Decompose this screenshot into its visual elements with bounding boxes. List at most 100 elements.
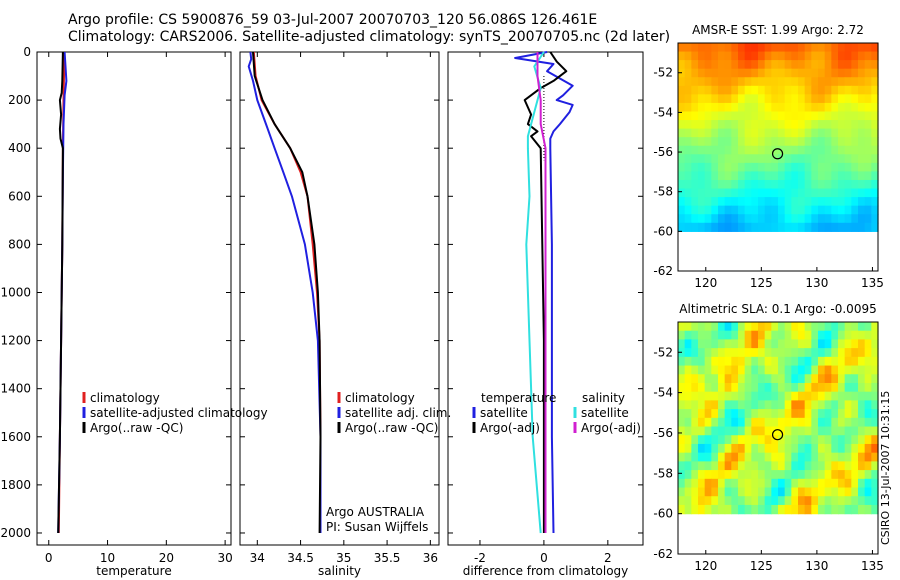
sst-heatmap-cell xyxy=(771,214,779,224)
sla-heatmap-cell xyxy=(844,382,852,393)
sla-heatmap-cell xyxy=(851,470,859,480)
sla-heatmap-cell xyxy=(738,391,746,401)
sst-heatmap-cell xyxy=(851,111,859,121)
sla-heatmap-cell xyxy=(691,496,699,506)
sst-heatmap-cell xyxy=(831,111,839,121)
sla-heatmap-cell xyxy=(711,374,719,384)
sla-heatmap-cell xyxy=(838,496,846,506)
sla-heatmap-cell xyxy=(738,409,746,419)
sla-heatmap-cell xyxy=(718,443,726,454)
sla-heatmap-cell xyxy=(764,478,772,489)
sla-heatmap-cell xyxy=(751,330,759,341)
sst-heatmap-cell xyxy=(678,102,686,113)
sst-heatmap-cell xyxy=(758,214,766,224)
temperature-ytick-label: 1200 xyxy=(0,334,31,348)
sst-heatmap-cell xyxy=(724,60,732,70)
sla-heatmap-cell xyxy=(771,374,779,384)
sla-heatmap-cell xyxy=(771,400,779,410)
sla-heatmap-cell xyxy=(751,382,759,393)
sst-heatmap-cell xyxy=(771,68,779,78)
sla-heatmap-cell xyxy=(871,409,879,419)
sst-heatmap-cell xyxy=(858,60,866,70)
sst-heatmap-cell xyxy=(684,214,692,224)
sst-heatmap-cell xyxy=(691,60,699,70)
sst-heatmap-cell xyxy=(678,77,686,87)
sst-heatmap-cell xyxy=(771,94,779,104)
sst-heatmap-cell xyxy=(791,111,799,121)
sla-heatmap-cell xyxy=(798,391,806,401)
sla-heatmap-cell xyxy=(724,417,732,428)
sla-heatmap-cell xyxy=(758,365,766,375)
sst-heatmap-cell xyxy=(818,77,826,87)
sla-heatmap-cell xyxy=(691,461,699,471)
sst-heatmap-cell xyxy=(744,77,752,87)
sst-heatmap-cell xyxy=(831,179,839,190)
sla-heatmap-cell xyxy=(764,470,772,480)
sla-heatmap-cell xyxy=(764,365,772,375)
sla-heatmap-cell xyxy=(798,348,806,358)
sst-heatmap-cell xyxy=(718,111,726,121)
sla-heatmap-cell xyxy=(711,417,719,428)
sla-heatmap-cell xyxy=(751,504,759,515)
sla-heatmap-cell xyxy=(678,504,686,515)
sst-heatmap-cell xyxy=(751,197,759,207)
sla-heatmap-cell xyxy=(738,443,746,454)
sst-heatmap-cell xyxy=(691,68,699,78)
sst-heatmap-cell xyxy=(691,94,699,104)
sst-heatmap-cell xyxy=(718,197,726,207)
sla-heatmap-cell xyxy=(711,452,719,462)
sla-heatmap-cell xyxy=(751,478,759,489)
sla-heatmap-cell xyxy=(684,496,692,506)
sla-heatmap-cell xyxy=(758,391,766,401)
sla-heatmap-cell xyxy=(831,322,839,332)
sla-heatmap-cell xyxy=(838,400,846,410)
sst-heatmap-cell xyxy=(871,111,879,121)
sla-heatmap-cell xyxy=(811,443,819,454)
sla-heatmap-cell xyxy=(858,409,866,419)
sla-heatmap-cell xyxy=(818,461,826,471)
sla-heatmap-cell xyxy=(771,356,779,367)
sst-heatmap-cell xyxy=(724,51,732,61)
sst-heatmap-cell xyxy=(704,154,712,164)
sst-heatmap-cell xyxy=(718,137,726,147)
sst-heatmap-cell xyxy=(764,154,772,164)
sst-heatmap-cell xyxy=(678,145,686,155)
sla-heatmap-cell xyxy=(804,322,812,332)
sla-heatmap-cell xyxy=(678,339,686,349)
sla-heatmap-cell xyxy=(724,400,732,410)
sst-heatmap-cell xyxy=(678,188,686,198)
sla-heatmap-cell xyxy=(871,470,879,480)
sla-heatmap-cell xyxy=(844,409,852,419)
sla-heatmap-cell xyxy=(838,356,846,367)
sst-heatmap-cell xyxy=(731,137,739,147)
sla-heatmap-cell xyxy=(858,374,866,384)
sst-heatmap-cell xyxy=(791,162,799,173)
sst-heatmap-cell xyxy=(844,214,852,224)
sst-heatmap-cell xyxy=(698,222,706,232)
sla-heatmap-cell xyxy=(724,426,732,436)
sst-heatmap-cell xyxy=(838,102,846,113)
sst-heatmap-cell xyxy=(678,85,686,95)
sst-heatmap-cell xyxy=(731,188,739,198)
sla-heatmap-cell xyxy=(858,417,866,428)
sla-heatmap-cell xyxy=(764,330,772,341)
sst-heatmap-cell xyxy=(844,137,852,147)
sla-heatmap-cell xyxy=(858,452,866,462)
sst-heatmap-cell xyxy=(744,188,752,198)
sla-heatmap-cell xyxy=(711,426,719,436)
sla-heatmap-cell xyxy=(804,435,812,445)
sst-heatmap-cell xyxy=(698,120,706,130)
sla-heatmap-cell xyxy=(838,417,846,428)
sla-heatmap-cell xyxy=(758,322,766,332)
sla-heatmap-cell xyxy=(691,409,699,419)
sst-heatmap-cell xyxy=(738,162,746,173)
sla-heatmap-cell xyxy=(744,391,752,401)
sst-heatmap-cell xyxy=(771,120,779,130)
sla-heatmap-cell xyxy=(744,496,752,506)
sla-heatmap-cell xyxy=(811,322,819,332)
sst-heatmap-cell xyxy=(824,137,832,147)
sst-heatmap-cell xyxy=(764,179,772,190)
sst-heatmap-cell xyxy=(704,77,712,87)
sst-heatmap-cell xyxy=(751,128,759,138)
sla-heatmap-cell xyxy=(851,391,859,401)
